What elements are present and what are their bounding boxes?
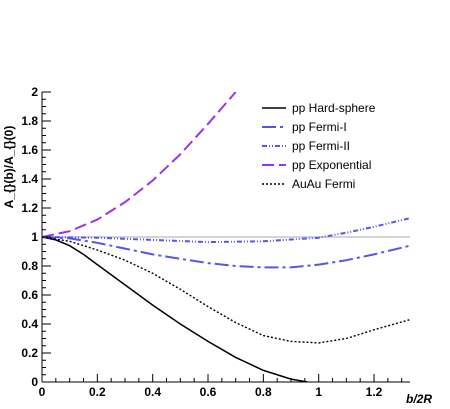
- y-tick-label: 0.2: [21, 346, 38, 360]
- series-line-4: [42, 92, 237, 238]
- y-tick-label: 0.6: [21, 288, 38, 302]
- y-tick-label: 0: [31, 375, 38, 389]
- x-tick-label: 1.2: [366, 385, 383, 399]
- series-line-5: [42, 236, 410, 344]
- y-tick-label: 1.2: [21, 201, 38, 215]
- x-tick-label: 0.6: [200, 385, 217, 399]
- x-tick-label: 1: [315, 385, 322, 399]
- series-line-3: [42, 217, 410, 244]
- x-tick-label: 0.4: [144, 385, 161, 399]
- y-tick-label: 1: [31, 230, 38, 244]
- x-axis-title: b/2R: [406, 392, 432, 406]
- y-tick-label: 0.8: [21, 259, 38, 273]
- y-tick-label: 0.4: [21, 317, 38, 331]
- x-tick-label: 0.8: [255, 385, 272, 399]
- y-tick-label: 1.4: [21, 172, 38, 186]
- legend-label-5: AuAu Fermi: [292, 177, 355, 191]
- y-tick-label: 1.8: [21, 114, 38, 128]
- legend-label-1: pp Hard-sphere: [292, 101, 376, 115]
- series-line-1: [42, 236, 308, 382]
- x-tick-label: 0.2: [89, 385, 106, 399]
- y-tick-label: 2: [31, 85, 38, 99]
- x-tick-label: 0: [39, 385, 46, 399]
- legend-label-4: pp Exponential: [292, 158, 371, 172]
- legend: pp Hard-sphere pp Fermi-I pp Fermi-II pp Ex…: [262, 101, 376, 191]
- y-tick-label: 1.6: [21, 143, 38, 157]
- y-axis-title: A_{}(b)/A_{}(0): [2, 126, 16, 209]
- legend-label-2: pp Fermi-I: [292, 120, 347, 134]
- legend-label-3: pp Fermi-II: [292, 139, 350, 153]
- series-line-2: [42, 236, 410, 269]
